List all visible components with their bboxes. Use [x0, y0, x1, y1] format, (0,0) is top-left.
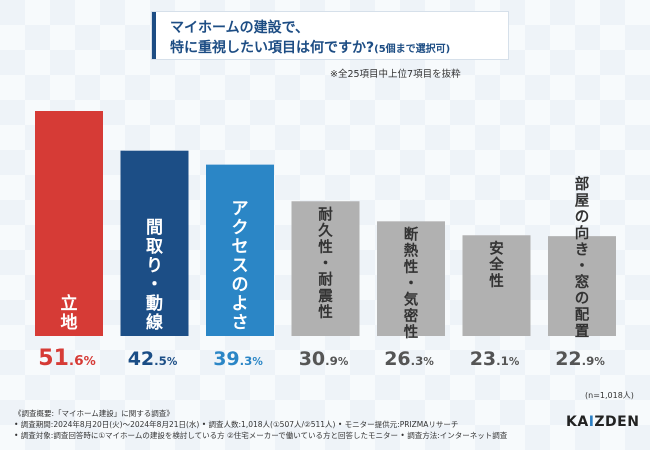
footer-line1: 《調査概要:「マイホーム建設」に関する調査》 [14, 409, 174, 418]
category-label-4: 耐久性・耐震性 [318, 205, 333, 321]
brand-logo-pre: KA [566, 414, 589, 430]
bar-5 [377, 221, 445, 336]
sample-size: (n=1,018人) [585, 391, 634, 400]
bar-chart: 立地 51.6% 間取り・動線 42.5% アクセスのよさ 39.3% 耐久性・耐震性 30.… [35, 111, 616, 371]
category-label-6: 安全性 [488, 239, 504, 290]
chart-title-line2-main: 特に重視したい項目は何ですか? [170, 40, 375, 56]
brand-logo-mark: I [588, 414, 595, 430]
value-label-4: 30.9% [299, 348, 349, 370]
bar-3 [206, 164, 274, 336]
category-label-3: アクセスのよさ [232, 199, 249, 333]
bar-7 [548, 236, 616, 336]
value-label-3: 39.3% [213, 348, 263, 370]
chart-title-line2: 特に重視したい項目は何ですか?(5個まで選択可) [170, 37, 450, 57]
brand-logo: KAIZDEN [566, 414, 639, 430]
value-label-7: 22.9% [555, 348, 605, 370]
footer-line2: • 調査期間:2024年8月20日(火)〜2024年8月21日(水) • 調査人… [14, 420, 459, 429]
value-label-5: 26.3% [384, 348, 434, 370]
value-label-2: 42.5% [128, 348, 178, 370]
brand-logo-post: ZDEN [594, 414, 640, 430]
category-label-7: 部屋の向き・窓の配置 [575, 175, 590, 340]
chart-title-line2-suffix: (5個まで選択可) [374, 44, 451, 55]
chart-title-line1: マイホームの建設で、 [170, 20, 310, 36]
value-label-1: 51.6% [38, 346, 95, 371]
category-label-2: 間取り・動線 [146, 218, 163, 333]
bar-6 [462, 235, 531, 336]
value-label-6: 23.1% [470, 348, 520, 370]
bar-1 [35, 111, 103, 336]
excerpt-note: ※全25項目中上位7項目を抜粋 [330, 69, 461, 80]
bar-4 [291, 201, 360, 336]
category-label-1: 立地 [61, 293, 78, 333]
chart-title-box: マイホームの建設で、 特に重視したい項目は何ですか?(5個まで選択可) [152, 12, 508, 59]
bar-2 [120, 150, 189, 336]
survey-footer: 《調査概要:「マイホーム建設」に関する調査》 • 調査期間:2024年8月20日… [14, 408, 507, 441]
footer-line3: • 調査対象:調査回答時に①マイホームの建設を検討している方 ②住宅メーカーで働… [14, 431, 508, 440]
category-label-5: 断熱性・気密性 [404, 225, 419, 341]
